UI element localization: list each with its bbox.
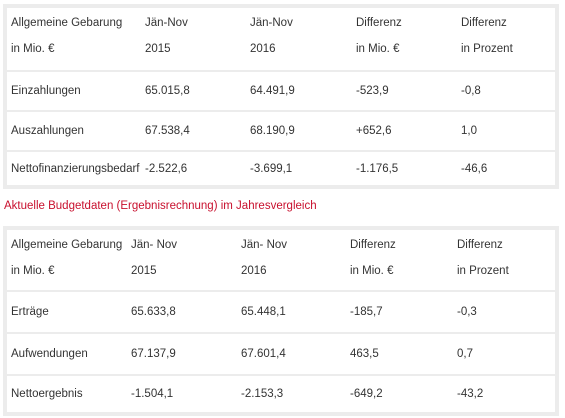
row-label: Nettoergebnis	[11, 388, 83, 400]
header-line: Jän- Nov	[131, 239, 178, 251]
table-row: Aufwendungen 67.137,9 67.601,4 463,5 0,7	[7, 334, 555, 374]
header-line: in Mio. €	[356, 43, 400, 55]
value-2016: 67.601,4	[241, 348, 286, 360]
header-line: Differenz	[461, 17, 507, 29]
header-cell: Jän- Nov 2015	[131, 238, 177, 278]
header-line: Differenz	[457, 239, 503, 251]
value-diff-percent: -0,3	[457, 306, 477, 318]
table-header-row: Allgemeine Gebarung in Mio. € Jän-Nov 20…	[7, 8, 555, 70]
value-diff-mio: 463,5	[350, 348, 379, 360]
value-diff-mio: -649,2	[350, 388, 383, 400]
header-line: in Mio. €	[350, 265, 394, 277]
header-line: Differenz	[356, 17, 402, 29]
header-line: 2016	[250, 43, 276, 55]
value-2016: -2.153,3	[241, 388, 284, 400]
value-2016: 68.190,9	[250, 125, 295, 137]
header-line: Allgemeine Gebarung	[11, 239, 123, 251]
value-2016: 64.491,9	[250, 85, 295, 97]
header-cell: Jän- Nov 2016	[241, 238, 287, 278]
value-2015: 65.633,8	[131, 306, 176, 318]
header-line: in Prozent	[461, 43, 513, 55]
header-line: 2015	[131, 265, 157, 277]
header-line: Differenz	[350, 239, 396, 251]
value-2016: 65.448,1	[241, 306, 286, 318]
value-diff-mio: -523,9	[356, 85, 389, 97]
value-diff-percent: -43,2	[457, 388, 484, 400]
header-cell: Jän-Nov 2016	[250, 16, 293, 56]
row-label: Auszahlungen	[11, 125, 84, 137]
header-line: in Mio. €	[11, 43, 55, 55]
table-row: Einzahlungen 65.015,8 64.491,9 -523,9 -0…	[7, 72, 555, 110]
value-2016: -3.699,1	[250, 163, 293, 175]
header-line: 2015	[145, 43, 171, 55]
header-line: Jän-Nov	[250, 17, 293, 29]
header-line: Allgemeine Gebarung	[11, 17, 123, 29]
row-label: Nettofinanzierungsbedarf	[11, 163, 140, 175]
section-caption: Aktuelle Budgetdaten (Ergebnisrechnung) …	[4, 200, 317, 212]
budget-table-financing: Allgemeine Gebarung in Mio. € Jän-Nov 20…	[3, 4, 559, 189]
value-diff-percent: 0,7	[457, 348, 473, 360]
header-line: 2016	[241, 265, 267, 277]
value-diff-mio: -185,7	[350, 306, 383, 318]
header-cell: Differenz in Mio. €	[350, 238, 396, 278]
header-cell: Differenz in Prozent	[457, 238, 509, 278]
value-2015: 67.538,4	[145, 125, 190, 137]
header-cell: Differenz in Prozent	[461, 16, 513, 56]
value-2015: -2.522,6	[145, 163, 188, 175]
header-cell: Jän-Nov 2015	[145, 16, 188, 56]
value-diff-percent: 1,0	[461, 125, 477, 137]
value-diff-percent: -46,6	[461, 163, 488, 175]
table-row: Auszahlungen 67.538,4 68.190,9 +652,6 1,…	[7, 112, 555, 150]
table-row: Erträge 65.633,8 65.448,1 -185,7 -0,3	[7, 292, 555, 332]
row-label: Aufwendungen	[11, 348, 88, 360]
value-diff-mio: +652,6	[356, 125, 392, 137]
value-2015: -1.504,1	[131, 388, 174, 400]
value-2015: 65.015,8	[145, 85, 190, 97]
header-cell: Allgemeine Gebarung in Mio. €	[11, 238, 122, 278]
value-2015: 67.137,9	[131, 348, 176, 360]
table-header-row: Allgemeine Gebarung in Mio. € Jän- Nov 2…	[7, 230, 555, 290]
header-line: in Mio. €	[11, 265, 55, 277]
header-line: Jän-Nov	[145, 17, 188, 29]
header-cell: Differenz in Mio. €	[356, 16, 402, 56]
value-diff-mio: -1.176,5	[356, 163, 399, 175]
header-line: in Prozent	[457, 265, 509, 277]
header-cell: Allgemeine Gebarung in Mio. €	[11, 16, 122, 56]
row-label: Erträge	[11, 306, 49, 318]
budget-table-results: Allgemeine Gebarung in Mio. € Jän- Nov 2…	[3, 226, 559, 416]
row-label: Einzahlungen	[11, 85, 81, 97]
table-row: Nettofinanzierungsbedarf -2.522,6 -3.699…	[7, 152, 555, 185]
value-diff-percent: -0,8	[461, 85, 481, 97]
header-line: Jän- Nov	[241, 239, 288, 251]
table-row: Nettoergebnis -1.504,1 -2.153,3 -649,2 -…	[7, 376, 555, 412]
